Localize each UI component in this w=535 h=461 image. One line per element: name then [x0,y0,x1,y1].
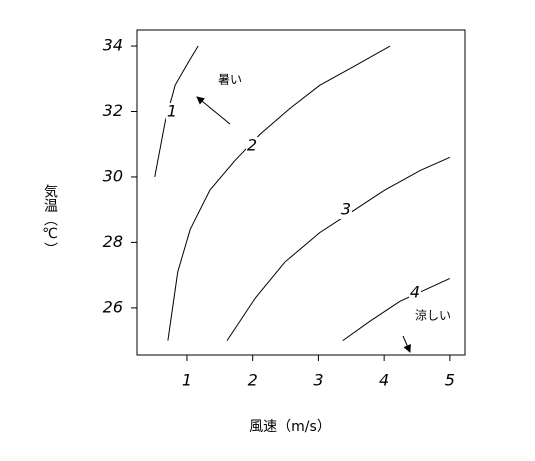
x-tick-label: 5 [445,371,455,390]
contour-line [342,277,451,342]
x-tick-label: 1 [182,371,192,390]
x-tick-label: 3 [313,371,323,390]
contour-label: 4 [410,283,420,302]
contour-line [226,156,451,341]
x-tick-label: 2 [248,371,258,390]
arrow [402,335,411,353]
y-tick-label: 34 [103,36,123,55]
arrow [196,96,231,125]
contour-label: 3 [341,200,351,219]
contour-label: 1 [167,102,177,121]
annotation: 涼しい [415,308,451,323]
contour-line [167,45,391,341]
plot-frame [136,29,466,356]
label-bg [246,137,258,155]
contour-line [154,45,199,178]
label-bg [166,103,178,121]
y-tick-label: 26 [103,297,123,316]
annotation: 暑い [218,73,242,87]
label-bg [340,201,352,219]
y-tick-label: 30 [103,166,123,185]
contour-label: 2 [247,136,257,155]
y-axis-label: 気温（℃） [42,184,58,256]
label-bg [409,284,421,302]
y-tick-label: 32 [103,101,123,120]
x-axis-label: 風速（m/s） [249,419,331,435]
x-tick-label: 4 [379,371,389,390]
y-tick-label: 28 [103,232,123,251]
